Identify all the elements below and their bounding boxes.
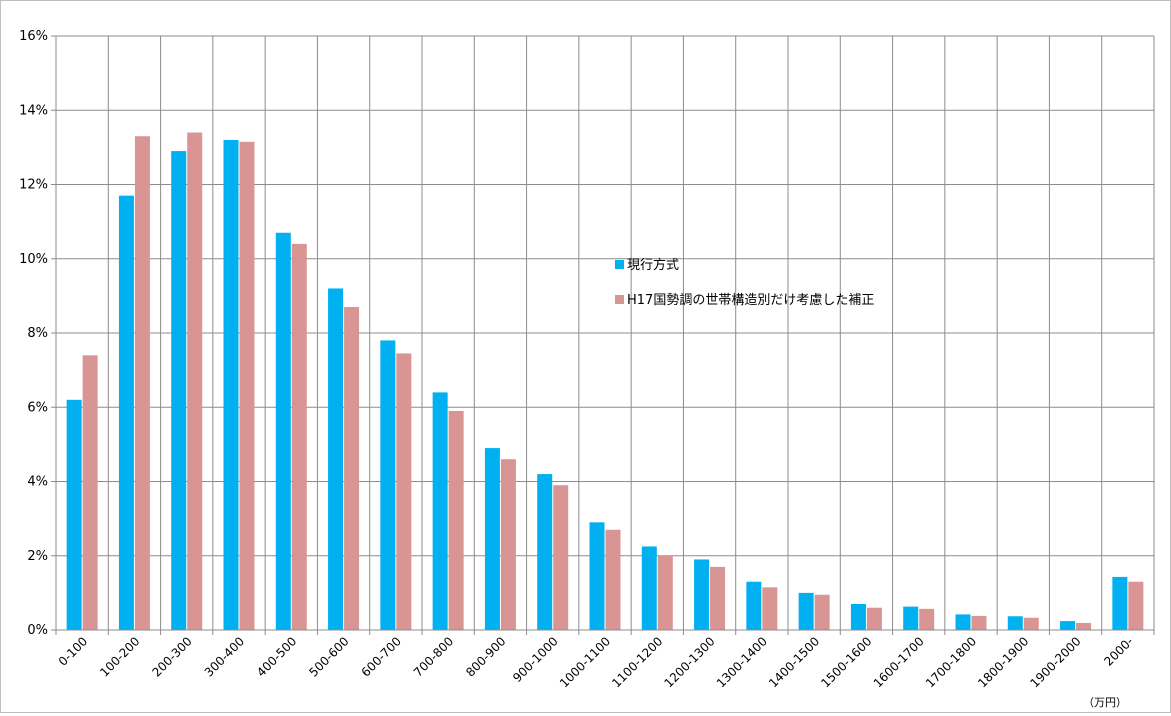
y-tick-label: 2% xyxy=(27,549,48,564)
x-tick-label: 0-100 xyxy=(56,634,91,669)
y-axis: 0% 2% 4% 6% 8% 10% 12% 14% 16% xyxy=(19,29,57,638)
bar-series-2-0-100 xyxy=(82,355,98,630)
gridlines xyxy=(55,35,1155,631)
bar-series-2-300-400 xyxy=(239,141,255,630)
bar-series-2-1900-2000 xyxy=(1076,622,1092,630)
x-tick-label: 1400-1500 xyxy=(766,634,822,690)
bar-series-1-100-200 xyxy=(118,195,134,630)
y-tick-label: 0% xyxy=(27,623,48,638)
x-tick-label: 800-900 xyxy=(463,634,508,679)
bar-series-2-600-700 xyxy=(396,353,412,630)
bar-series-2-1800-1900 xyxy=(1023,617,1039,630)
bar-series-2-1000-1100 xyxy=(605,529,621,630)
bar-series-2-1500-1600 xyxy=(866,607,882,630)
x-tick-label: 400-500 xyxy=(254,634,299,679)
x-tick-label: 1000-1100 xyxy=(557,634,613,690)
bar-series-2-1100-1200 xyxy=(657,555,673,630)
bar-series-1-1900-2000 xyxy=(1060,621,1076,630)
y-tick-label: 8% xyxy=(27,326,48,341)
legend-swatch-series-2 xyxy=(615,295,624,304)
bar-series-1-200-300 xyxy=(171,151,187,630)
bar-series-1-0-100 xyxy=(66,399,82,630)
x-tick-label: 1100-1200 xyxy=(609,634,665,690)
bar-series-1-1800-1900 xyxy=(1007,616,1023,630)
bar-series-1-900-1000 xyxy=(537,474,553,630)
bar-series-2-2000- xyxy=(1128,581,1144,630)
bar-series-1-1200-1300 xyxy=(694,559,710,630)
legend-label-series-1: 現行方式 xyxy=(627,257,679,273)
y-tick-label: 6% xyxy=(27,400,48,415)
x-tick-label: 700-800 xyxy=(411,634,456,679)
x-tick-label: 1300-1400 xyxy=(714,634,770,690)
bar-series-1-400-500 xyxy=(275,232,291,630)
y-tick-label: 12% xyxy=(19,178,48,193)
bar-series-2-1300-1400 xyxy=(762,587,778,630)
x-tick-label: 1500-1600 xyxy=(818,634,874,690)
bar-series-2-200-300 xyxy=(187,132,203,630)
x-tick-label: 1800-1900 xyxy=(975,634,1031,690)
bar-series-1-1400-1500 xyxy=(798,592,814,630)
x-tick-label: 500-600 xyxy=(306,634,351,679)
x-tick-label: 200-300 xyxy=(149,634,194,679)
x-tick-label: 1700-1800 xyxy=(923,634,979,690)
x-tick-label: 1600-1700 xyxy=(871,634,927,690)
bar-series-1-1000-1100 xyxy=(589,522,605,630)
bar-series-2-100-200 xyxy=(134,136,150,631)
x-tick-label: 900-1000 xyxy=(510,634,561,685)
bar-series-1-300-400 xyxy=(223,139,239,630)
x-tick-label: 1900-2000 xyxy=(1028,634,1084,690)
bar-series-2-700-800 xyxy=(448,410,464,630)
x-tick-label: 300-400 xyxy=(202,634,247,679)
y-tick-label: 4% xyxy=(27,475,48,490)
y-tick-label: 14% xyxy=(19,103,48,118)
x-tick-label: 2000- xyxy=(1101,634,1136,669)
bar-series-1-2000- xyxy=(1112,576,1128,630)
bar-series-1-1100-1200 xyxy=(641,546,657,630)
bar-series-1-800-900 xyxy=(484,448,500,630)
legend-label-series-2: H17国勢調の世帯構造別だけ考慮した補正 xyxy=(627,293,874,308)
bar-series-2-1600-1700 xyxy=(919,608,935,630)
legend-swatch-series-1 xyxy=(615,260,624,269)
x-axis: 0-100 100-200 200-300 300-400 400-500 500-600… xyxy=(55,629,1155,690)
bar-series-1-1500-1600 xyxy=(850,604,866,630)
bar-series-2-1700-1800 xyxy=(971,615,987,630)
unit-label: （万円） xyxy=(1083,696,1127,709)
bar-series-1-1600-1700 xyxy=(903,606,919,630)
bar-series-1-500-600 xyxy=(328,288,344,630)
legend: 現行方式 H17国勢調の世帯構造別だけ考慮した補正 xyxy=(615,257,874,308)
x-tick-label: 100-200 xyxy=(97,634,142,679)
bar-series-1-1700-1800 xyxy=(955,614,971,630)
x-tick-label: 1200-1300 xyxy=(662,634,718,690)
bar-series-2-800-900 xyxy=(500,459,516,630)
bar-series-2-1200-1300 xyxy=(710,566,726,630)
bar-series-1-700-800 xyxy=(432,392,448,630)
bar-series-1-600-700 xyxy=(380,340,396,630)
bar-series-2-1400-1500 xyxy=(814,594,830,630)
y-tick-label: 10% xyxy=(19,252,48,267)
bar-series-2-500-600 xyxy=(344,307,360,630)
y-tick-label: 16% xyxy=(19,29,48,44)
bar-series-1-1300-1400 xyxy=(746,581,762,630)
bar-series-2-900-1000 xyxy=(553,485,569,630)
bar-series-2-400-500 xyxy=(291,243,307,630)
bars xyxy=(66,132,1144,631)
x-tick-label: 600-700 xyxy=(359,634,404,679)
